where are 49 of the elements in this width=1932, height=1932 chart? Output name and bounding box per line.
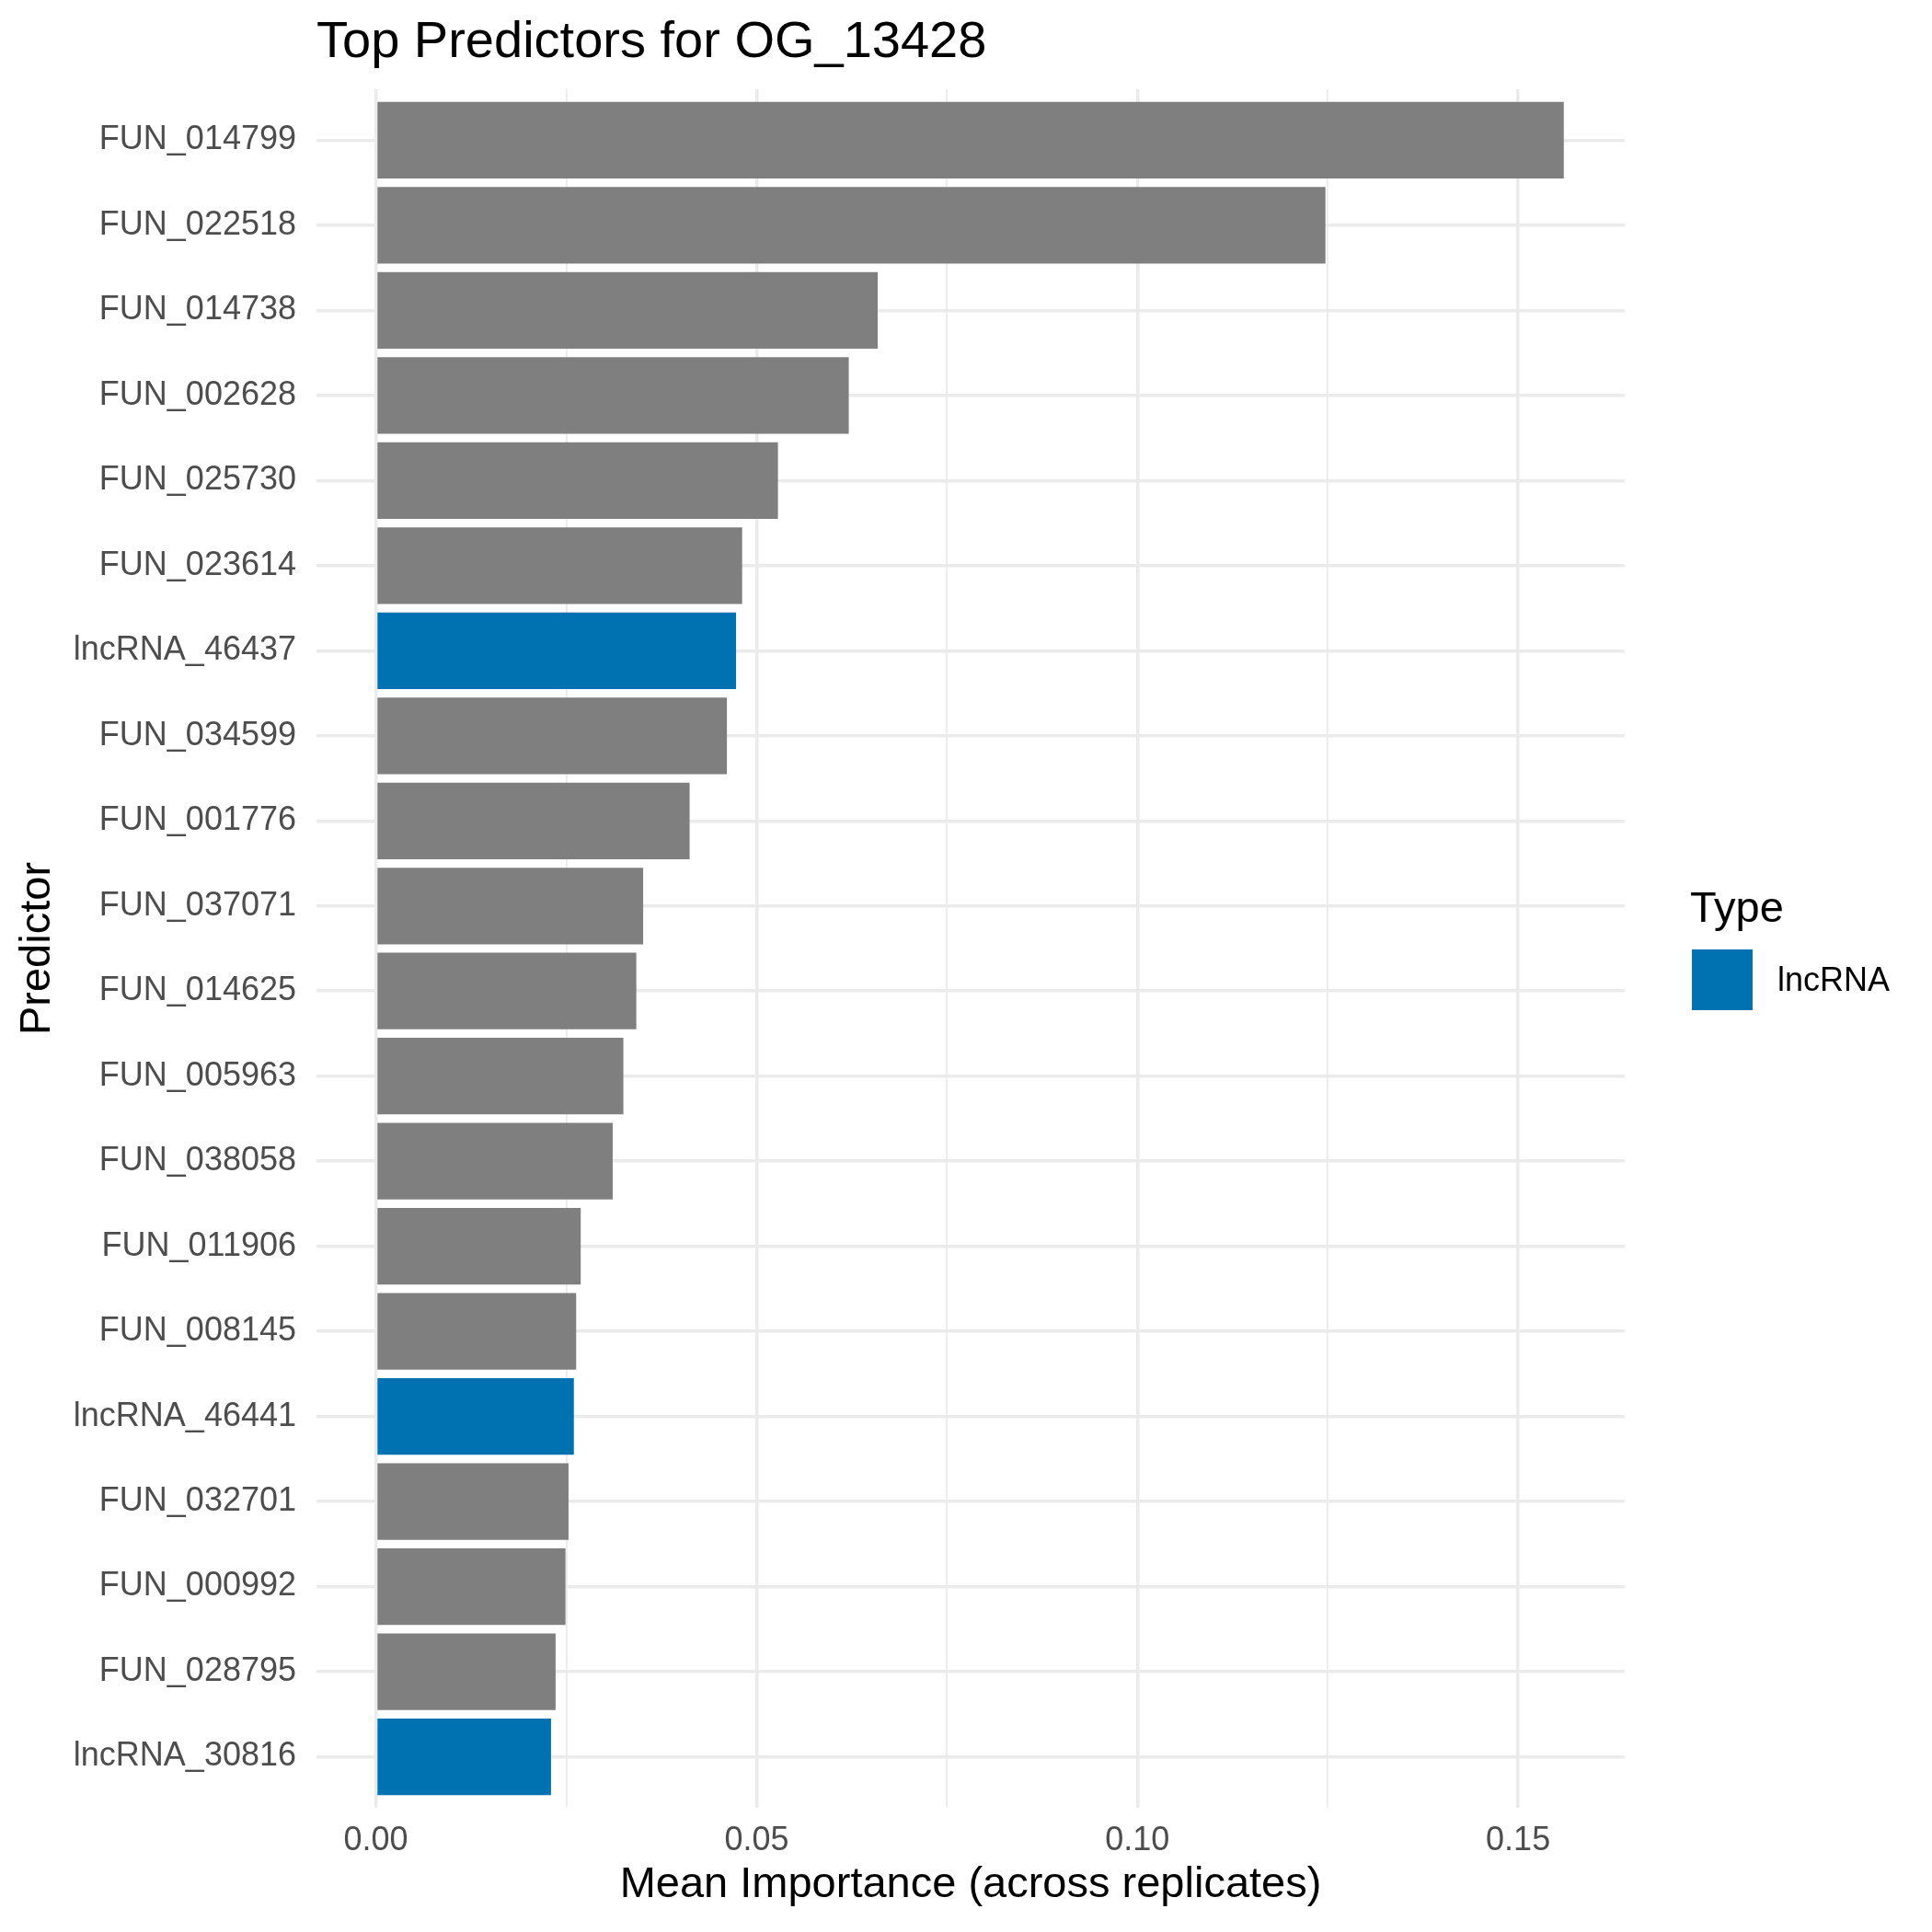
x-axis-title: Mean Importance (across replicates) [619,1857,1322,1906]
y-tick-label: FUN_028795 [98,1650,296,1688]
bar [377,1038,624,1115]
y-tick-label: FUN_014625 [98,970,296,1008]
bar [377,1547,566,1626]
bar [377,1122,613,1200]
y-tick-label: FUN_014738 [98,289,296,328]
bar [377,101,1564,179]
bar [377,442,778,519]
bar [377,1293,577,1370]
y-axis-title: Predictor [10,861,60,1036]
y-tick-label: FUN_005963 [98,1054,296,1093]
bar [377,1633,556,1710]
bar [377,1378,574,1455]
x-tick-label: 0.15 [1486,1819,1551,1857]
y-tick-label: FUN_002628 [98,374,296,412]
x-tick-label: 0.00 [343,1819,408,1857]
y-tick-label: FUN_034599 [98,714,296,753]
bar [377,527,742,604]
y-tick-label: FUN_001776 [98,799,296,838]
legend-label: lncRNA [1777,960,1891,998]
x-tick-label: 0.10 [1105,1819,1170,1857]
x-tick-label: 0.05 [724,1819,789,1857]
bar [377,1718,551,1796]
bar [377,357,849,434]
y-tick-label: FUN_014799 [98,119,296,157]
y-tick-label: FUN_038058 [98,1140,296,1179]
y-tick-label: lncRNA_46441 [73,1395,296,1433]
bar [377,1208,581,1285]
bar [377,697,728,775]
bar [377,952,637,1029]
y-tick-label: lncRNA_30816 [73,1735,296,1774]
bar [377,187,1326,264]
y-tick-label: lncRNA_46437 [73,629,296,668]
y-tick-label: FUN_023614 [98,544,296,582]
y-tick-label: FUN_011906 [101,1225,296,1263]
y-tick-label: FUN_022518 [98,203,296,242]
bar [377,868,644,945]
y-tick-label: FUN_000992 [98,1565,296,1604]
bar [377,1463,569,1540]
chart-title: Top Predictors for OG_13428 [316,10,987,68]
y-tick-label: FUN_032701 [98,1480,296,1519]
legend-title: Type [1690,882,1784,931]
bar [377,612,737,689]
bar [377,782,690,859]
bar [377,271,879,350]
y-tick-label: FUN_037071 [98,884,296,923]
y-tick-label: FUN_025730 [98,459,296,498]
y-tick-label: FUN_008145 [98,1310,296,1349]
